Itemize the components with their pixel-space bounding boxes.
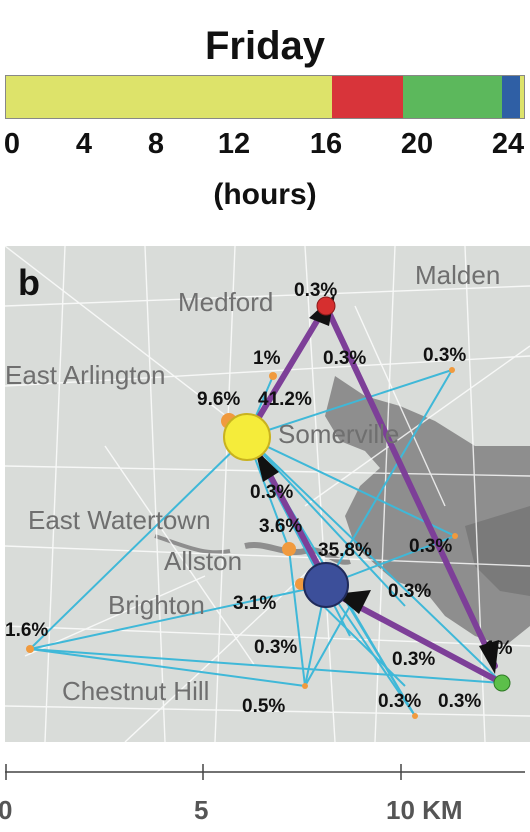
node-bottom — [412, 713, 418, 719]
edge-home-righttop — [246, 369, 453, 438]
tick-label: 20 — [400, 128, 434, 160]
edge-work-righttop — [325, 369, 453, 586]
pct-label: 0.3% — [323, 348, 367, 369]
scale-label-0: 0 — [0, 795, 13, 825]
pct-label: 0.3% — [294, 280, 338, 301]
route-medford-green — [323, 303, 498, 669]
pct-label: 0.3% — [409, 536, 453, 557]
place-malden: Malden — [415, 260, 501, 290]
edge-home-mid — [246, 436, 406, 607]
route-home-medford — [244, 303, 329, 440]
node-1pct — [269, 372, 277, 380]
scale-label-10km: 10 KM — [386, 795, 463, 825]
node-left — [26, 645, 34, 653]
node-home — [223, 413, 271, 461]
timeline-segment-blue — [502, 76, 520, 118]
edge-36-chestnut — [288, 548, 306, 687]
pct-label: 1% — [485, 638, 513, 659]
chart-title: Friday — [204, 24, 326, 68]
node-36 — [282, 542, 296, 556]
edge-chestnut-mid — [304, 605, 351, 687]
x-axis-label: (hours) — [213, 178, 317, 211]
pct-label: 41.2% — [258, 389, 312, 410]
edge-left-green — [29, 648, 503, 684]
place-east-watertown: East Watertown — [28, 505, 211, 535]
map-svg — [5, 246, 530, 742]
pct-label: 0.3% — [438, 691, 482, 712]
pct-label: 0.3% — [392, 649, 436, 670]
pct-label: 1.6% — [5, 620, 49, 641]
tick-label: 4 — [75, 128, 93, 160]
node-green — [493, 674, 511, 692]
tick-label: 16 — [309, 128, 343, 160]
day-timeline-bar — [5, 75, 525, 119]
scale-bar — [5, 764, 525, 780]
pct-label: 0.3% — [254, 637, 298, 658]
edge-mid-bottom — [349, 605, 416, 717]
pct-label: 0.3% — [378, 691, 422, 712]
pct-label: 0.3% — [423, 345, 467, 366]
place-brighton: Brighton — [108, 590, 205, 620]
scale-label-5: 5 — [194, 795, 209, 825]
pct-label: 0.5% — [242, 696, 286, 717]
tick-label: 0 — [3, 128, 21, 160]
pct-label: 1% — [253, 348, 281, 369]
node-righttop — [449, 367, 455, 373]
pct-label: 9.6% — [197, 389, 241, 410]
edge-work-bottom — [325, 584, 416, 717]
edge-home-green — [246, 436, 503, 684]
timeline-segment-green — [403, 76, 503, 118]
place-allston: Allston — [164, 546, 243, 576]
node-medford — [316, 296, 336, 316]
pct-label: 3.1% — [233, 593, 277, 614]
place-east-arlington: East Arlington — [5, 360, 166, 390]
timeline-segment-home-night — [519, 76, 524, 118]
edge-left-chestnut — [29, 648, 306, 687]
pct-label: 0.3% — [388, 581, 432, 602]
place-medford: Medford — [178, 287, 274, 317]
pct-label: 35.8% — [318, 540, 372, 561]
timeline-segment-red — [331, 76, 404, 118]
arrow-to-home — [255, 449, 279, 482]
harbor-inner — [465, 506, 530, 596]
panel-label: b — [18, 262, 40, 303]
map-panel[interactable] — [5, 246, 530, 742]
pct-label: 3.6% — [259, 516, 303, 537]
edge-home-right — [246, 436, 456, 537]
edge-home-left — [29, 436, 248, 650]
timeline-segment-home-morning — [6, 76, 332, 118]
edge-work-left — [29, 584, 327, 650]
node-work — [303, 562, 349, 608]
node-chestnut — [302, 683, 308, 689]
tick-label: 12 — [217, 128, 251, 160]
daily-route — [244, 303, 505, 686]
node-right — [452, 533, 458, 539]
place-chestnut-hill: Chestnut Hill — [62, 676, 210, 706]
tick-label: 8 — [147, 128, 165, 160]
arrow-to-green — [479, 640, 499, 674]
route-green-work — [332, 591, 505, 686]
tick-label: 24 — [491, 128, 525, 160]
pct-label: 0.3% — [250, 482, 294, 503]
place-somerville: Somerville — [278, 419, 400, 449]
